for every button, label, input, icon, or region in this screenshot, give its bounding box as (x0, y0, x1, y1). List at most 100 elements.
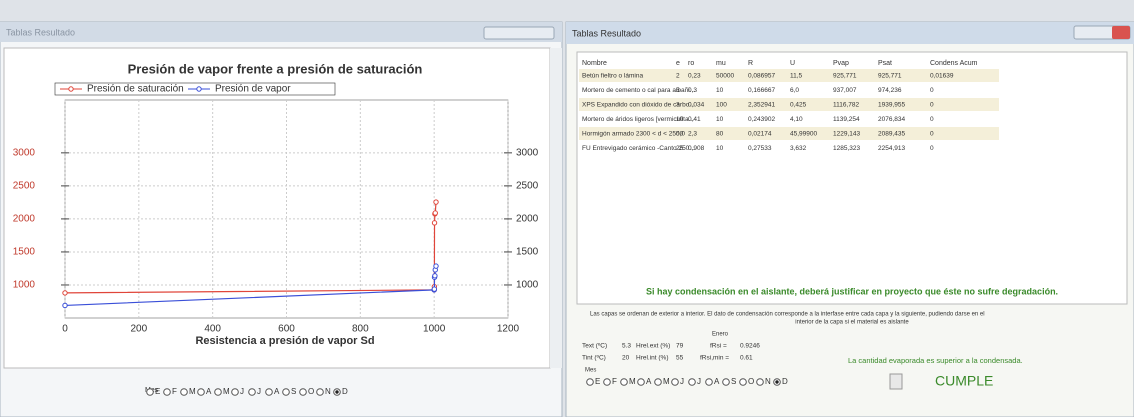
month-radio[interactable] (248, 388, 256, 396)
document-icon[interactable] (889, 373, 903, 390)
table-cell: 0,166667 (748, 87, 775, 94)
input-value: 20 (622, 355, 630, 362)
table-cell: 3,632 (790, 145, 807, 152)
table-cell: 925,771 (878, 73, 902, 80)
month-radio[interactable] (603, 378, 611, 386)
month-radio[interactable] (637, 378, 645, 386)
table-cell: 925,771 (833, 73, 857, 80)
table-cell: 10 (676, 116, 684, 123)
month-option: E (595, 377, 600, 386)
table-cell: 6,0 (790, 87, 799, 94)
table-cell: 0,01639 (930, 73, 954, 80)
y-tick-label: 1500 (13, 247, 36, 258)
input-label: Hrel.ext (%) (636, 343, 670, 350)
month-option: J (257, 387, 261, 396)
month-radio[interactable] (282, 388, 290, 396)
month-radio-dot (775, 380, 779, 384)
y2-tick-label: 2500 (516, 181, 539, 192)
table-cell: 2,352941 (748, 102, 775, 109)
table-cell: FU Entrevigado cerámico -Canto 250... (582, 145, 695, 152)
month-radio[interactable] (299, 388, 307, 396)
table-cell: 0 (930, 145, 934, 152)
table-cell: 0,41 (688, 116, 701, 123)
input-label: Hrel.int (%) (636, 355, 669, 362)
input-label: Tint (ºC) (582, 355, 606, 362)
y2-tick-label: 3000 (516, 147, 539, 158)
month-radio[interactable] (316, 388, 324, 396)
y2-tick-label: 2000 (516, 214, 539, 225)
table-cell: 4,10 (790, 116, 803, 123)
month-option: J (680, 377, 684, 386)
window-buttons[interactable] (483, 26, 555, 40)
column-header: Pvap (833, 60, 849, 67)
month-radio[interactable] (163, 388, 171, 396)
table-row (579, 112, 999, 126)
month-option: O (308, 387, 314, 396)
column-header: e (676, 60, 680, 67)
month-option: F (612, 377, 617, 386)
column-header: Condens Acum (930, 60, 978, 67)
input-value: 79 (676, 343, 684, 350)
table-cell: 100 (716, 102, 727, 109)
window-title: Tablas Resultado (6, 27, 75, 37)
table-cell: 0,243902 (748, 116, 775, 123)
month-option: E (155, 387, 160, 396)
month-option: A (714, 377, 720, 386)
table-cell: 10 (716, 116, 724, 123)
close-button[interactable] (1112, 26, 1130, 39)
month-name: Enero (712, 332, 729, 338)
window-title: Tablas Resultado (572, 28, 641, 38)
column-header: Nombre (582, 60, 607, 67)
month-radio[interactable] (620, 378, 628, 386)
legend-marker (68, 86, 74, 92)
month-radio[interactable] (739, 378, 747, 386)
table-cell: Mortero de áridos ligeros [vermiculita..… (582, 116, 694, 123)
table-cell: 0,3 (688, 87, 697, 94)
table-cell: 10 (716, 87, 724, 94)
month-radio[interactable] (654, 378, 662, 386)
legend-label: Presión de vapor (215, 84, 291, 95)
month-radio[interactable] (197, 388, 205, 396)
month-option: O (748, 377, 754, 386)
frsi-label: fRsi = (710, 343, 727, 350)
month-radio[interactable] (705, 378, 713, 386)
table-cell: 2,3 (688, 131, 697, 138)
month-radio[interactable] (231, 388, 239, 396)
y-tick-label: 2500 (13, 181, 36, 192)
chart-title: Presión de vapor frente a presión de sat… (128, 61, 423, 76)
month-radio[interactable] (688, 378, 696, 386)
x-tick-label: 1200 (497, 324, 520, 335)
x-tick-label: 800 (352, 324, 369, 335)
table-cell: Hormigón armado 2300 < d < 2500 (582, 131, 684, 138)
table-cell: 2254,913 (878, 145, 905, 152)
month-option: M (189, 387, 196, 396)
scrollbar[interactable] (550, 48, 562, 368)
month-radio[interactable] (180, 388, 188, 396)
month-radio[interactable] (265, 388, 273, 396)
table-cell: 5 (676, 87, 680, 94)
table-row (579, 69, 999, 82)
table-cell: 11,5 (790, 73, 803, 80)
table-cell: 1229,143 (833, 131, 860, 138)
x-tick-label: 200 (130, 324, 147, 335)
month-radio[interactable] (671, 378, 679, 386)
column-header: mu (716, 60, 726, 67)
month-option: D (342, 387, 348, 396)
month-option: M (663, 377, 670, 386)
table-cell: 0,425 (790, 102, 807, 109)
month-radio[interactable] (756, 378, 764, 386)
month-radio-dot (335, 390, 339, 394)
month-radio[interactable] (146, 388, 154, 396)
month-radio[interactable] (214, 388, 222, 396)
legend-marker (196, 86, 202, 92)
month-radio[interactable] (586, 378, 594, 386)
result: CUMPLE (935, 373, 993, 389)
x-tick-label: 400 (204, 324, 221, 335)
month-radio[interactable] (722, 378, 730, 386)
table-cell: 45,99900 (790, 131, 817, 138)
month-option: J (240, 387, 244, 396)
point (433, 263, 439, 269)
month-option: S (291, 387, 296, 396)
frsimin: 0.61 (740, 355, 753, 362)
